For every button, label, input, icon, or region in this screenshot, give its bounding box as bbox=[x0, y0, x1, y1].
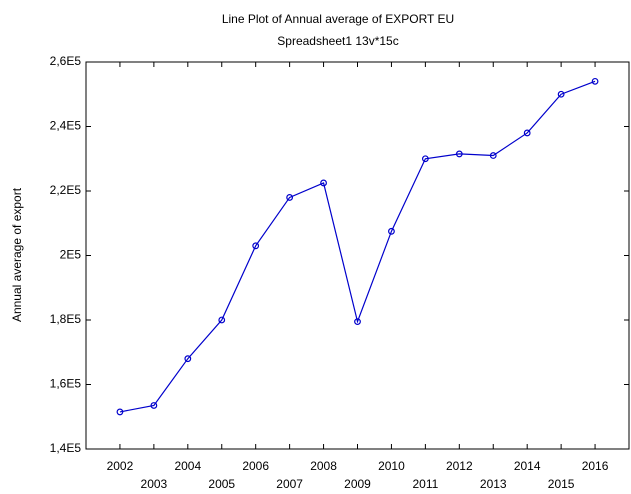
x-tick-label: 2006 bbox=[242, 459, 269, 473]
x-tick-label: 2009 bbox=[344, 477, 371, 491]
y-tick-label: 2,4E5 bbox=[50, 119, 82, 133]
data-point bbox=[218, 316, 226, 324]
chart-title: Line Plot of Annual average of EXPORT EU bbox=[222, 12, 454, 26]
data-point bbox=[455, 150, 463, 158]
y-tick-label: 1,8E5 bbox=[50, 312, 82, 326]
data-point bbox=[354, 318, 361, 326]
data-line bbox=[119, 80, 596, 413]
x-tick-label: 2004 bbox=[174, 459, 201, 473]
x-tick-label: 2012 bbox=[446, 459, 473, 473]
data-point bbox=[150, 402, 158, 409]
data-point bbox=[557, 90, 565, 98]
data-point bbox=[252, 242, 260, 250]
x-tick-label: 2007 bbox=[276, 477, 303, 491]
y-tick-label: 2,6E5 bbox=[50, 54, 82, 68]
y-axis-label: Annual average of export bbox=[10, 187, 24, 322]
x-tick-label: 2008 bbox=[310, 459, 337, 473]
x-tick-label: 2013 bbox=[480, 477, 507, 491]
data-point bbox=[184, 355, 192, 363]
y-tick-label: 2E5 bbox=[60, 248, 82, 262]
y-tick-label: 1,4E5 bbox=[50, 441, 82, 455]
x-tick-label: 2010 bbox=[378, 459, 405, 473]
chart-subtitle: Spreadsheet1 13v*15c bbox=[277, 34, 398, 48]
data-point bbox=[116, 408, 124, 416]
x-tick-label: 2005 bbox=[208, 477, 235, 491]
data-point bbox=[286, 194, 294, 201]
x-tick-label: 2002 bbox=[107, 459, 134, 473]
data-point bbox=[421, 155, 429, 163]
y-tick-label: 2,2E5 bbox=[50, 183, 82, 197]
data-point bbox=[489, 152, 497, 159]
x-tick-label: 2003 bbox=[141, 477, 168, 491]
data-point bbox=[388, 227, 395, 235]
data-point bbox=[523, 129, 531, 137]
data-point bbox=[320, 179, 327, 187]
y-tick-label: 1,6E5 bbox=[50, 377, 82, 391]
x-tick-label: 2014 bbox=[514, 459, 541, 473]
x-tick-label: 2015 bbox=[548, 477, 575, 491]
x-tick-label: 2011 bbox=[412, 477, 438, 491]
x-tick-label: 2016 bbox=[582, 459, 609, 473]
data-point bbox=[591, 77, 599, 85]
